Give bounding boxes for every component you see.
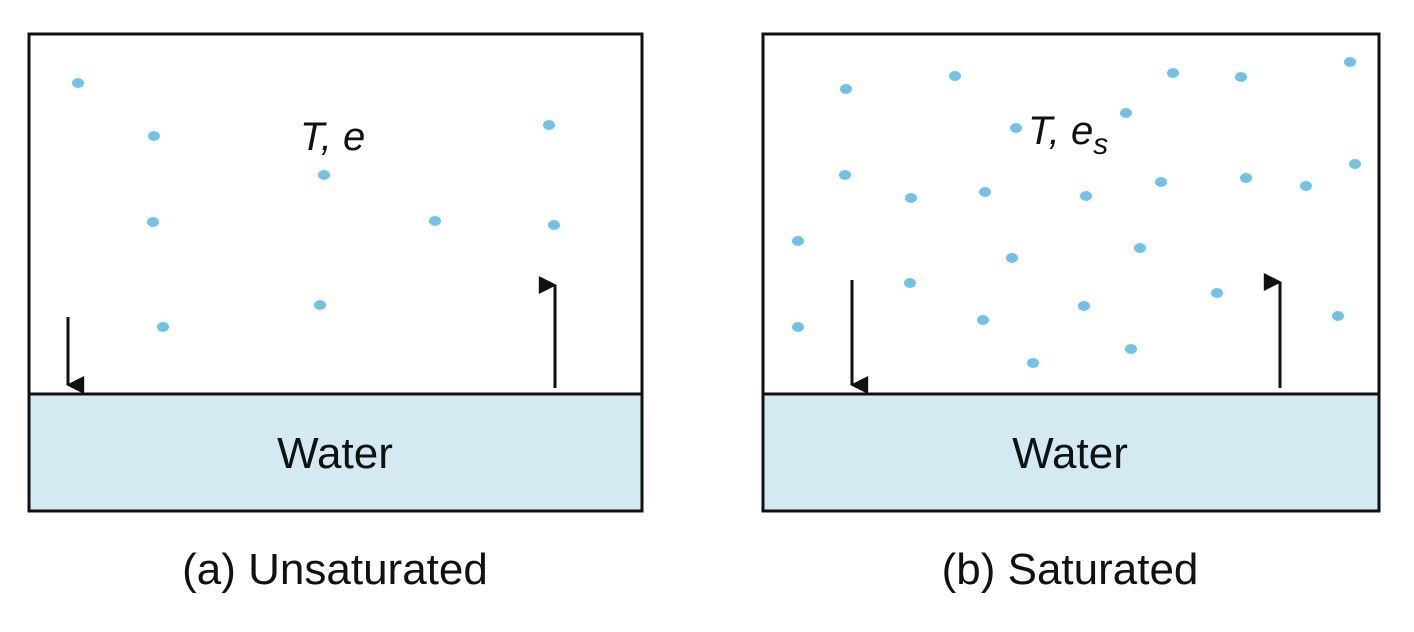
water-vapor-molecule-saturated-20 [1211, 288, 1223, 298]
water-vapor-molecule-saturated-1 [840, 84, 852, 94]
molecules-unsaturated [72, 78, 560, 332]
water-vapor-molecule-saturated-25 [1125, 344, 1137, 354]
water-vapor-molecule-saturated-6 [1010, 123, 1022, 133]
air-box-unsaturated [27, 32, 644, 396]
caption-saturated: (b) Saturated [942, 545, 1199, 594]
panel-unsaturated: Water T, e (a) Unsaturated [27, 32, 644, 594]
water-vapor-molecule-saturated-11 [1080, 191, 1092, 201]
water-label-unsaturated: Water [277, 429, 393, 478]
water-vapor-molecule-saturated-5 [1344, 57, 1356, 67]
water-vapor-molecule-unsaturated-7 [548, 220, 560, 230]
water-vapor-molecule-saturated-15 [1349, 159, 1361, 169]
var-sep-unsaturated: , [321, 115, 343, 159]
water-vapor-molecule-unsaturated-6 [429, 216, 441, 226]
var-subscript-saturated: s [1093, 128, 1108, 161]
caption-unsaturated: (a) Unsaturated [182, 545, 488, 594]
air-box-saturated [761, 32, 1381, 396]
water-vapor-molecule-saturated-22 [977, 315, 989, 325]
panel-saturated: Water T, es (b) Saturated [761, 32, 1381, 594]
water-vapor-molecule-saturated-16 [792, 236, 804, 246]
water-vapor-molecule-saturated-26 [1027, 358, 1039, 368]
water-vapor-molecule-saturated-19 [904, 278, 916, 288]
water-vapor-molecule-saturated-3 [1167, 68, 1179, 78]
variable-label-unsaturated: T, e [300, 115, 365, 159]
water-vapor-molecule-saturated-9 [905, 193, 917, 203]
var-e-unsaturated: e [343, 115, 365, 159]
water-vapor-molecule-unsaturated-3 [543, 120, 555, 130]
water-box-saturated [761, 392, 1381, 513]
water-vapor-molecule-unsaturated-4 [318, 170, 330, 180]
water-vapor-molecule-saturated-2 [949, 71, 961, 81]
water-vapor-molecule-saturated-4 [1235, 72, 1247, 82]
water-vapor-molecule-saturated-17 [1006, 253, 1018, 263]
water-vapor-molecule-unsaturated-9 [157, 322, 169, 332]
water-vapor-molecule-saturated-21 [792, 322, 804, 332]
water-vapor-molecule-saturated-13 [1240, 173, 1252, 183]
water-vapor-molecule-unsaturated-8 [314, 300, 326, 310]
water-vapor-molecule-saturated-23 [1078, 301, 1090, 311]
water-vapor-molecule-saturated-14 [1300, 181, 1312, 191]
water-vapor-molecule-unsaturated-5 [147, 217, 159, 227]
water-box-unsaturated [27, 392, 644, 513]
water-vapor-molecule-unsaturated-2 [148, 131, 160, 141]
water-vapor-molecule-saturated-12 [1155, 177, 1167, 187]
var-sep-saturated: , [1049, 109, 1071, 153]
water-vapor-molecule-saturated-10 [979, 187, 991, 197]
variable-label-saturated: T, es [1028, 109, 1108, 161]
water-label-saturated: Water [1012, 429, 1128, 478]
water-vapor-molecule-saturated-18 [1134, 243, 1146, 253]
molecules-saturated [792, 57, 1361, 368]
water-vapor-molecule-unsaturated-1 [72, 78, 84, 88]
water-vapor-molecule-saturated-7 [1120, 108, 1132, 118]
water-vapor-molecule-saturated-8 [839, 170, 851, 180]
var-e-saturated: e [1071, 109, 1093, 153]
water-vapor-molecule-saturated-24 [1332, 311, 1344, 321]
